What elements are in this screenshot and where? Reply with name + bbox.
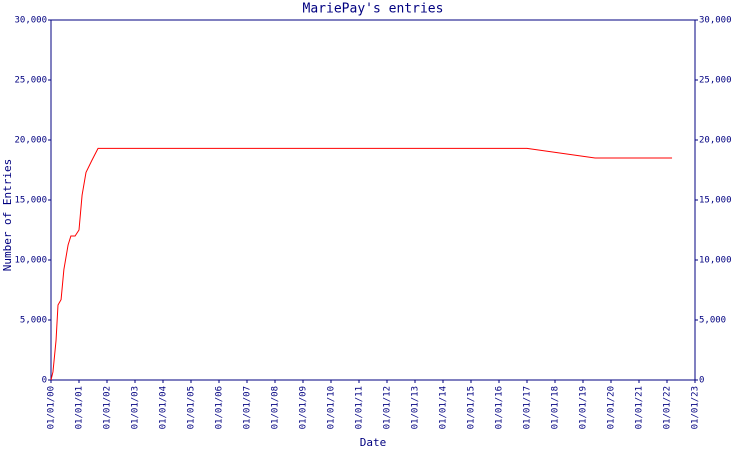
x-tick-label: 01/01/09: [299, 386, 309, 429]
data-line: [50, 147, 673, 381]
x-tick-label: 01/01/21: [635, 386, 645, 429]
x-tick-label: 01/01/15: [467, 386, 477, 429]
x-tick-label: 01/01/10: [327, 386, 337, 429]
x-tick-label: 01/01/02: [103, 386, 113, 429]
y2-tick-label: 0: [699, 376, 704, 386]
x-tick-label: 01/01/08: [271, 386, 281, 429]
x-axis-title: Date: [360, 436, 387, 449]
x-tick-label: 01/01/18: [551, 386, 561, 429]
x-tick-label: 01/01/07: [243, 386, 253, 429]
y2-tick-label: 5,000: [699, 316, 726, 326]
x-tick-label: 01/01/06: [215, 386, 225, 429]
y2-tick-label: 25,000: [699, 76, 732, 86]
y2-tick-label: 10,000: [699, 256, 732, 266]
x-tick-label: 01/01/01: [75, 386, 85, 429]
y2-tick-label: 15,000: [699, 196, 732, 206]
x-tick-label: 01/01/03: [131, 386, 141, 429]
x-tick-label: 01/01/12: [383, 386, 393, 429]
x-tick-label: 01/01/23: [691, 386, 701, 429]
x-tick-label: 01/01/22: [663, 386, 673, 429]
x-tick-label: 01/01/11: [355, 386, 365, 429]
plot-frame: [50, 19, 696, 381]
y-tick-label: 25,000: [14, 76, 47, 86]
x-tick-label: 01/01/13: [411, 386, 421, 429]
x-tick-label: 01/01/04: [159, 386, 169, 429]
x-tick-label: 01/01/00: [47, 386, 57, 429]
x-tick-label: 01/01/16: [495, 386, 505, 429]
y-axis-title: Number of Entries: [1, 159, 14, 272]
y-tick-label: 10,000: [14, 256, 47, 266]
x-tick-label: 01/01/14: [439, 386, 449, 429]
y-tick-label: 5,000: [20, 316, 47, 326]
y-tick-label: 15,000: [14, 196, 47, 206]
y2-tick-label: 20,000: [699, 136, 732, 146]
y-tick-label: 30,000: [14, 16, 47, 26]
x-tick-label: 01/01/05: [187, 386, 197, 429]
chart-title: MariePay's entries: [303, 2, 444, 17]
x-tick-label: 01/01/17: [523, 386, 533, 429]
x-tick-label: 01/01/19: [579, 386, 589, 429]
y2-tick-label: 30,000: [699, 16, 732, 26]
y-tick-label: 20,000: [14, 136, 47, 146]
x-tick-label: 01/01/20: [607, 386, 617, 429]
y-tick-label: 0: [42, 376, 47, 386]
